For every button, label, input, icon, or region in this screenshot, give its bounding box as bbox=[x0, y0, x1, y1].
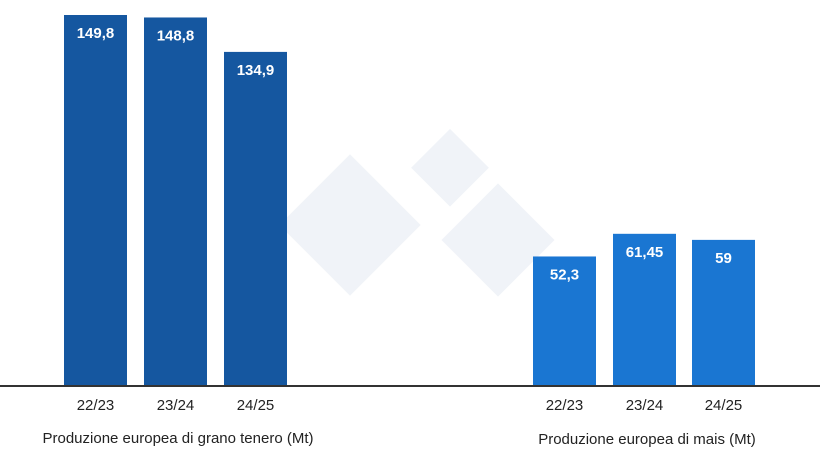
data-label: 134,9 bbox=[237, 62, 275, 79]
x-tick-label: 23/24 bbox=[626, 397, 664, 414]
x-tick-label: 24/25 bbox=[705, 397, 743, 414]
group-label-maize: Produzione europea di mais (Mt) bbox=[538, 431, 756, 448]
watermark-digit: 3 bbox=[487, 229, 508, 271]
x-tick-label: 23/24 bbox=[157, 397, 195, 414]
bar bbox=[613, 233, 676, 386]
watermark-logo: 3 3 3 bbox=[279, 128, 555, 297]
data-label: 148,8 bbox=[157, 27, 195, 44]
x-tick-label: 22/23 bbox=[546, 397, 584, 414]
data-label: 61,45 bbox=[626, 244, 664, 261]
bar bbox=[144, 17, 207, 387]
bar bbox=[224, 51, 287, 387]
watermark-digit: 3 bbox=[442, 157, 458, 188]
x-tick-label: 24/25 bbox=[237, 397, 275, 414]
data-label: 149,8 bbox=[77, 25, 115, 42]
bar bbox=[533, 256, 596, 386]
data-label: 52,3 bbox=[550, 266, 579, 283]
bar bbox=[692, 239, 755, 386]
group-label-wheat: Produzione europea di grano tenero (Mt) bbox=[43, 430, 314, 447]
bar bbox=[64, 15, 127, 386]
x-tick-label: 22/23 bbox=[77, 397, 115, 414]
data-label: 59 bbox=[715, 250, 732, 267]
watermark-digit: 3 bbox=[337, 206, 364, 259]
